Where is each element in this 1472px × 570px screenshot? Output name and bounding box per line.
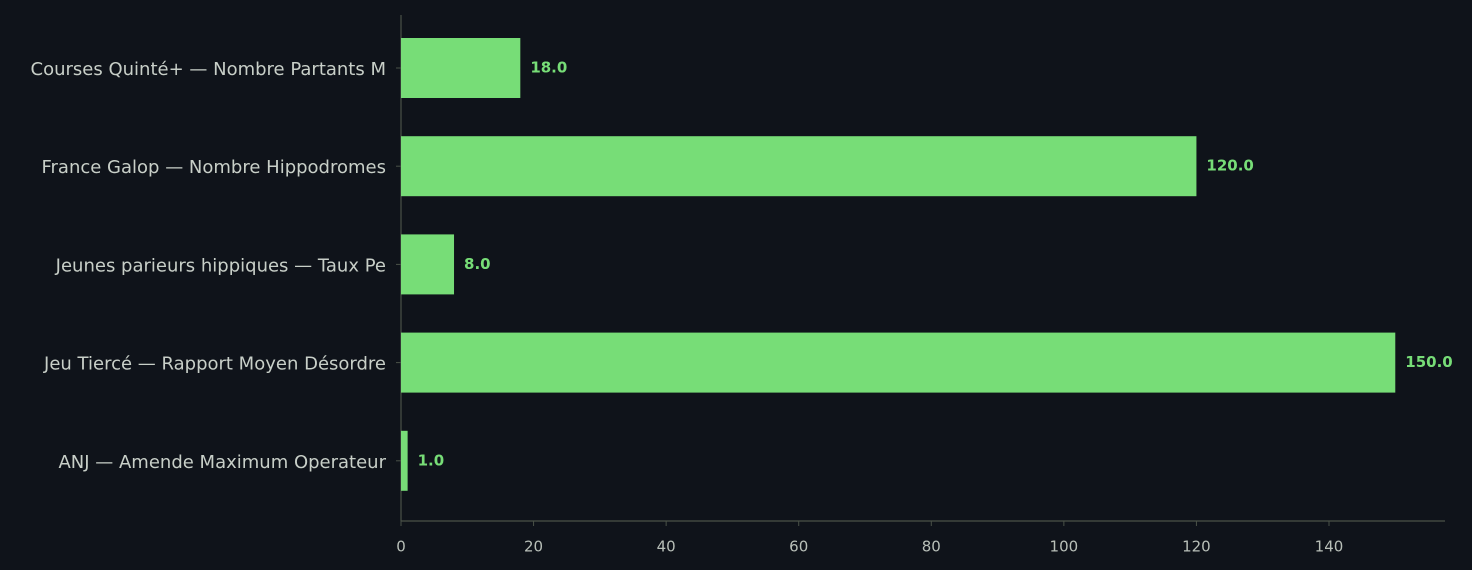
- value-label: 8.0: [464, 255, 491, 273]
- value-label: 18.0: [530, 59, 567, 77]
- x-tick-label: 20: [524, 538, 543, 556]
- y-tick-label: ANJ — Amende Maximum Operateur: [58, 452, 386, 473]
- y-tick-label: Courses Quinté+ — Nombre Partants M: [31, 59, 386, 80]
- y-tick-label: France Galop — Nombre Hippodromes: [41, 157, 386, 178]
- bar: [401, 430, 408, 491]
- value-label: 1.0: [418, 451, 445, 469]
- bar: [401, 38, 521, 98]
- bar: [401, 136, 1197, 197]
- x-tick-label: 80: [922, 538, 941, 556]
- x-tick-label: 60: [789, 538, 808, 556]
- value-label: 120.0: [1206, 157, 1253, 175]
- x-tick-label: 140: [1315, 538, 1344, 556]
- x-tick-label: 40: [657, 538, 676, 556]
- value-label: 150.0: [1405, 353, 1452, 371]
- x-tick-label: 0: [396, 538, 406, 556]
- bar: [401, 332, 1396, 393]
- x-tick-label: 120: [1182, 538, 1211, 556]
- y-tick-label: Jeu Tiercé — Rapport Moyen Désordre: [43, 354, 386, 375]
- x-tick-label: 100: [1050, 538, 1079, 556]
- bar: [401, 234, 455, 295]
- y-tick-label: Jeunes parieurs hippiques — Taux Pe: [55, 255, 386, 276]
